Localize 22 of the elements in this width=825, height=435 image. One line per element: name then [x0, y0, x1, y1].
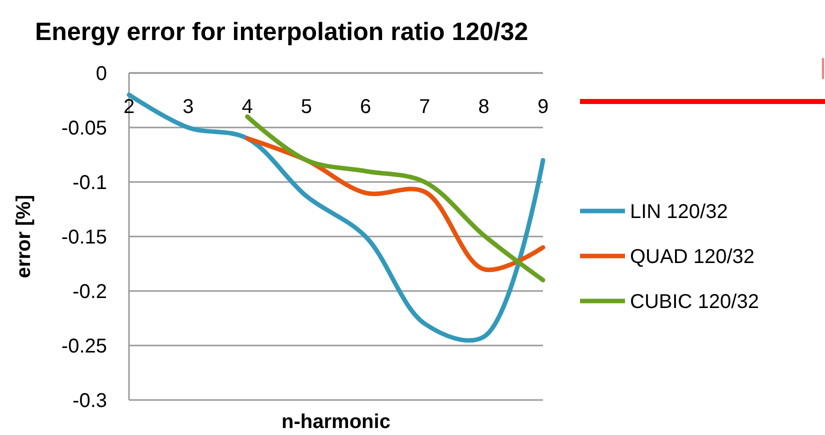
legend-label: CUBIC 120/32 [630, 291, 759, 313]
line-series [245, 114, 546, 282]
x-tick-label: 5 [300, 96, 312, 118]
x-tick-label: 8 [478, 96, 490, 118]
legend-label: QUAD 120/32 [630, 246, 755, 268]
x-axis-title: n-harmonic [282, 411, 390, 433]
chart-title: Energy error for interpolation ratio 120/32 [35, 18, 528, 46]
y-tick-label: -0.05 [61, 118, 107, 140]
y-tick-label: -0.3 [72, 390, 107, 412]
y-tick-label: -0.25 [61, 336, 107, 358]
y-axis-title: error [%] [13, 194, 35, 278]
y-tick-label: -0.1 [72, 172, 107, 194]
x-tick-label: 2 [123, 96, 135, 118]
x-tick-label: 7 [419, 96, 430, 118]
x-tick-label: 9 [537, 96, 549, 118]
y-tick-label: -0.15 [61, 226, 107, 248]
x-tick-label: 6 [360, 96, 372, 118]
x-tick-label: 4 [242, 96, 253, 118]
y-tick-label: 0 [96, 63, 107, 85]
x-tick-label: 3 [182, 96, 194, 118]
y-tick-label: -0.2 [72, 281, 107, 303]
legend-label: LIN 120/32 [630, 201, 728, 223]
